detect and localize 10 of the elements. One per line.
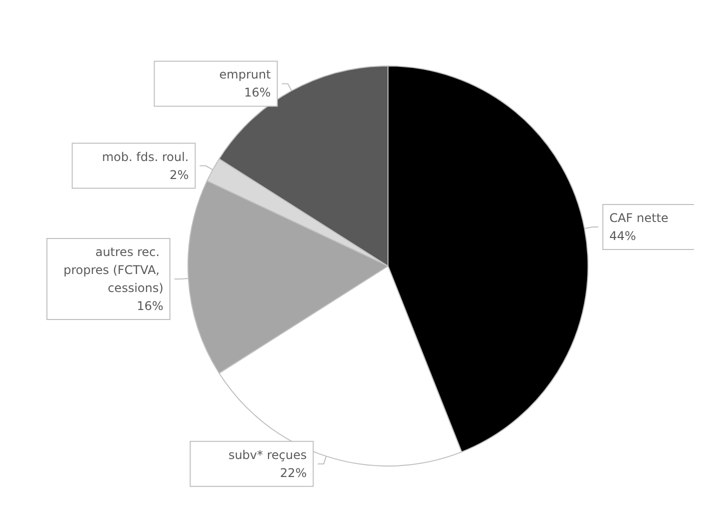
slice-label: CAF nette (609, 211, 668, 226)
data-label: 16% (136, 299, 164, 314)
data-label: 22% (280, 466, 307, 480)
data-label: 2% (170, 168, 189, 182)
data-label: 44% (609, 229, 636, 244)
slice-label: mob. fds. roul. (102, 150, 189, 164)
slice-label: autres rec. propres (FCTVA, cessions) (63, 245, 164, 296)
slice-label: subv* reçues (228, 448, 307, 462)
slice-label: emprunt (219, 68, 272, 82)
data-label: 16% (244, 86, 271, 100)
